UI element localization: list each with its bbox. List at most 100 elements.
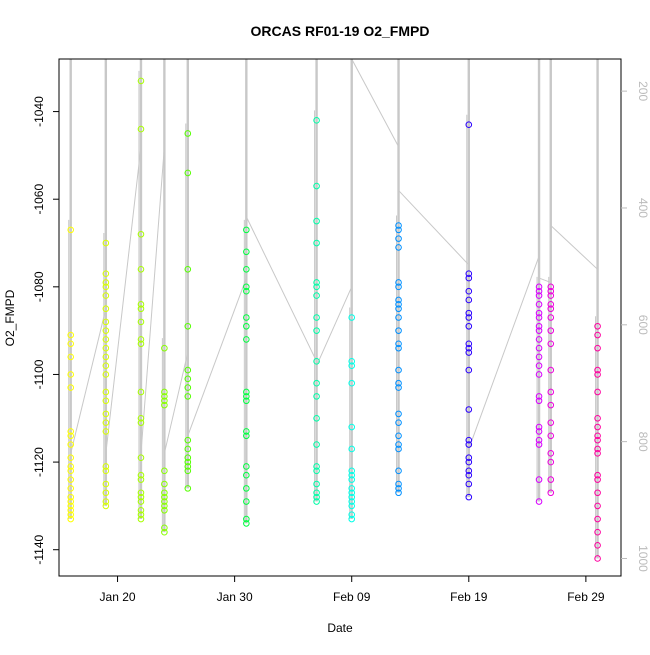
data-point	[313, 393, 320, 400]
y-tick-label: -1140	[32, 534, 46, 564]
data-point	[137, 414, 145, 422]
data-point	[348, 476, 356, 483]
data-point	[313, 489, 320, 497]
data-point	[465, 467, 473, 475]
data-point	[313, 217, 320, 225]
x-tick-label: Jan 20	[100, 590, 136, 604]
data-point	[102, 353, 110, 361]
transit-line	[105, 146, 142, 454]
data-point	[547, 292, 555, 299]
data-point	[102, 480, 110, 488]
data-point	[594, 322, 601, 330]
data-point	[465, 121, 473, 129]
data-point	[465, 274, 473, 282]
data-point	[594, 502, 601, 510]
data-point	[594, 331, 601, 339]
data-point	[395, 279, 402, 286]
data-point	[137, 125, 145, 133]
data-point	[535, 287, 543, 295]
data-point	[137, 77, 145, 85]
data-point	[313, 358, 320, 365]
data-point	[161, 393, 168, 400]
data-point	[161, 388, 168, 396]
data-point	[465, 471, 473, 479]
data-point	[161, 344, 168, 352]
data-point	[395, 441, 402, 448]
data-point	[67, 511, 75, 518]
data-point	[594, 371, 601, 378]
data-point	[547, 419, 555, 426]
data-point	[67, 353, 75, 361]
data-point	[313, 493, 320, 501]
data-point	[594, 344, 601, 352]
x-tick-label: Feb 19	[450, 590, 488, 604]
data-point	[243, 248, 250, 256]
data-point	[395, 327, 402, 334]
data-point	[313, 327, 320, 334]
data-point	[594, 515, 601, 523]
data-point	[102, 498, 110, 505]
data-point	[535, 393, 543, 400]
data-point	[535, 476, 543, 483]
data-point	[465, 480, 473, 488]
data-point	[67, 506, 75, 514]
data-point	[137, 336, 145, 343]
data-point	[243, 322, 250, 330]
data-point	[184, 130, 192, 137]
data-point	[137, 515, 145, 523]
data-point	[348, 502, 356, 510]
data-point	[161, 489, 168, 497]
data-point	[313, 379, 320, 387]
data-point	[67, 340, 75, 348]
data-point	[465, 344, 473, 352]
transit-line	[187, 277, 247, 436]
y-tick-label: -1060	[32, 184, 46, 215]
data-point	[102, 502, 110, 510]
data-point	[547, 327, 555, 334]
transit-line	[538, 277, 551, 283]
data-point	[395, 480, 402, 488]
data-point	[395, 314, 402, 321]
data-point	[137, 506, 145, 514]
data-point	[348, 493, 356, 501]
data-point	[348, 379, 356, 387]
data-point	[67, 371, 75, 378]
data-point	[243, 314, 250, 321]
y-tick-label: -1100	[32, 359, 46, 389]
data-point	[547, 476, 555, 483]
transit-line	[398, 190, 470, 266]
data-point	[243, 432, 250, 440]
data-point	[348, 358, 356, 365]
data-point	[102, 463, 110, 470]
data-point	[348, 423, 356, 431]
transit-line	[550, 225, 598, 270]
data-point	[535, 436, 543, 444]
data-point	[102, 305, 110, 313]
data-point	[395, 222, 402, 229]
data-point	[161, 528, 168, 536]
data-point	[102, 371, 110, 378]
data-point	[395, 467, 402, 475]
data-point	[465, 340, 473, 348]
data-point	[594, 423, 601, 431]
data-point	[395, 410, 402, 418]
data-point	[313, 441, 320, 448]
data-point	[243, 428, 250, 435]
data-point	[102, 279, 110, 286]
data-point	[184, 375, 192, 383]
data-point	[102, 270, 110, 277]
data-point	[102, 388, 110, 396]
data-point	[243, 388, 250, 396]
data-point	[395, 226, 402, 234]
data-point	[395, 485, 402, 492]
x-tick-label: Feb 29	[567, 590, 605, 604]
data-point	[243, 393, 250, 400]
data-point	[348, 471, 356, 479]
data-point	[313, 239, 320, 247]
data-point	[184, 467, 192, 475]
data-point	[348, 511, 356, 518]
data-point	[395, 340, 402, 348]
data-point	[395, 419, 402, 426]
data-point	[243, 498, 250, 505]
